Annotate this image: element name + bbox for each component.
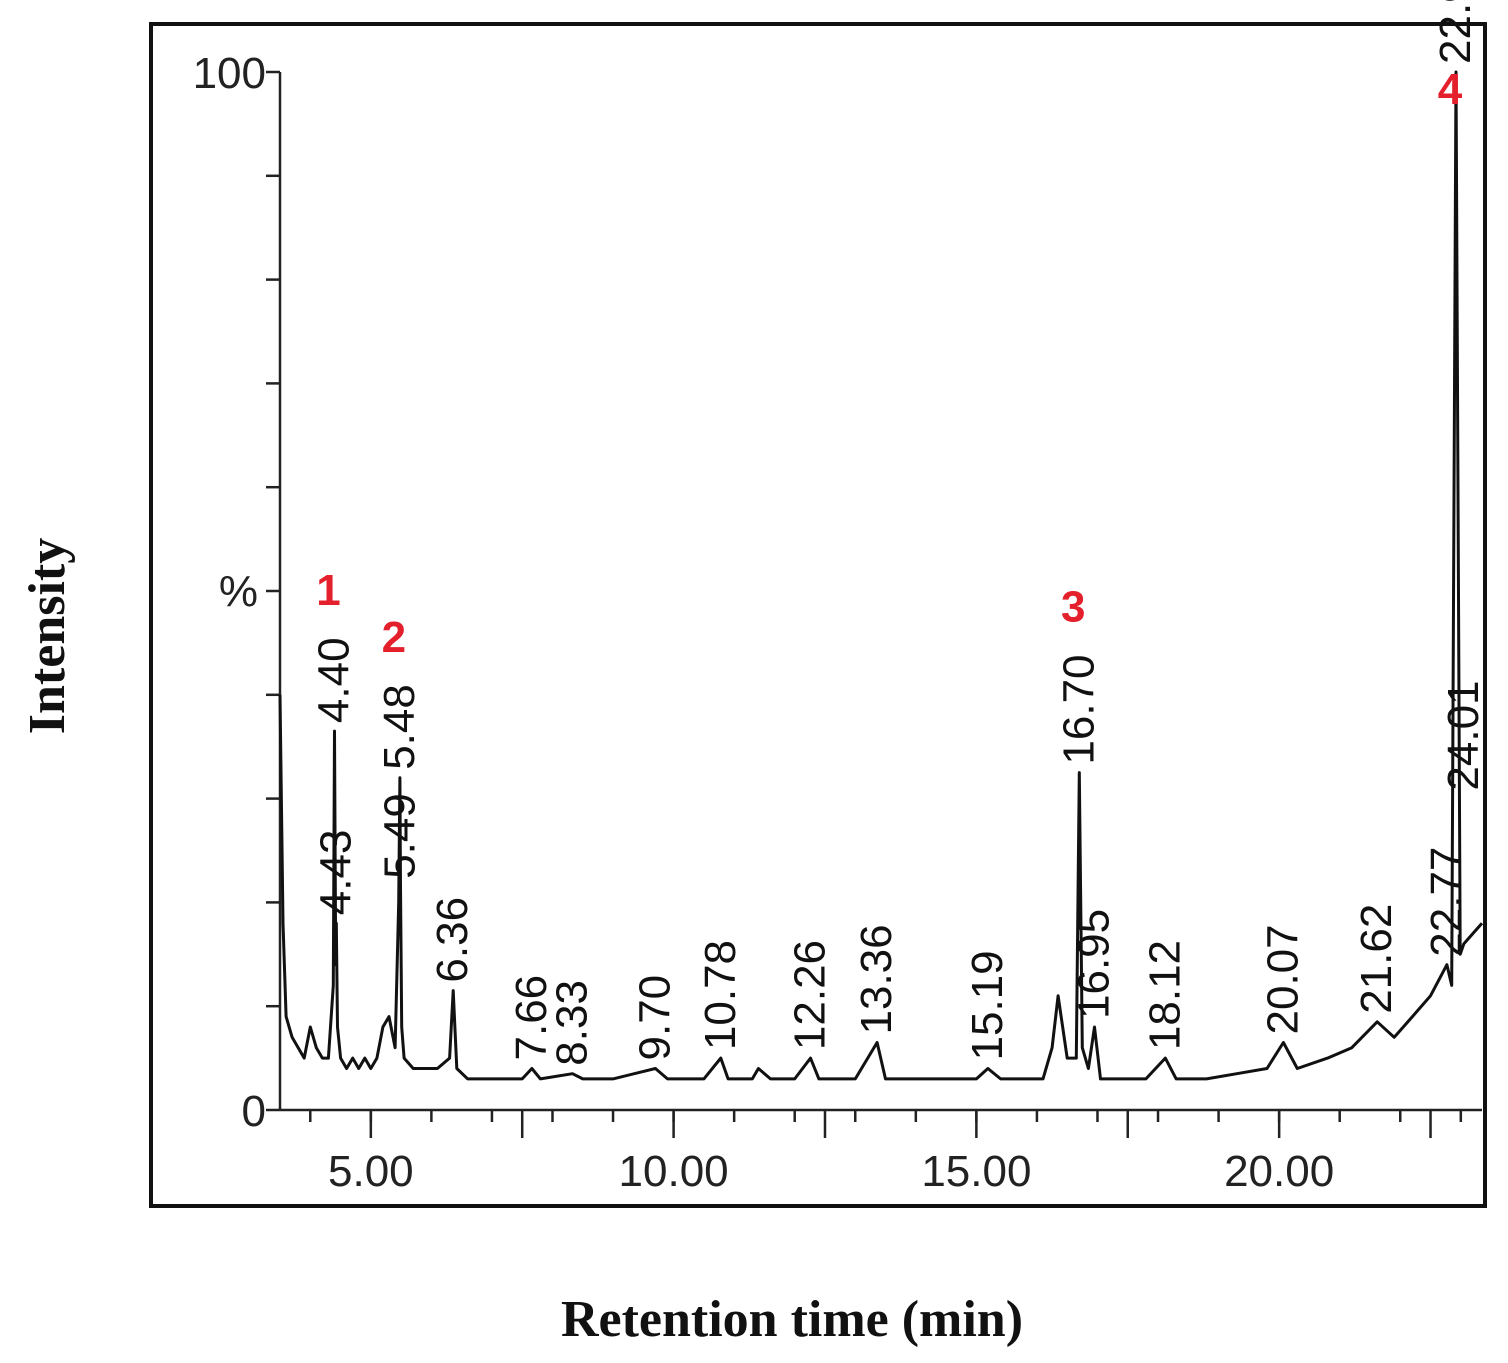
- peak-label: 7.66: [507, 975, 556, 1061]
- peak-number: 4: [1438, 65, 1463, 114]
- peak-label: 16.95: [1070, 909, 1119, 1019]
- y-axis-ticks: [266, 70, 280, 1112]
- peak-labels: 4.40 4.43 5.48 5.496.36 7.668.33 9.70 10.78 12.…: [310, 0, 1489, 1066]
- peak-label: 4.43: [311, 830, 360, 916]
- peak-label: 21.62: [1352, 904, 1401, 1014]
- x-axis-ticks: [309, 1110, 1463, 1138]
- plot-frame: [149, 22, 1487, 1208]
- peak-number: 2: [382, 613, 406, 662]
- peak-numbers: 12 3 4: [316, 65, 1463, 662]
- x-tick-label: 10.00: [619, 1147, 729, 1196]
- y-tick-label: 100: [193, 49, 266, 98]
- peak-label: 22.92: [1431, 0, 1480, 64]
- peak-label: 5.49: [376, 793, 425, 879]
- y-tick-labels: 0 100: [193, 49, 266, 1136]
- peak-label: 12.26: [786, 940, 835, 1050]
- x-tick-labels: 5.00 10.00 15.00 20.00: [328, 1147, 1334, 1196]
- peak-label: 22.77: [1422, 847, 1471, 957]
- x-tick-label: 20.00: [1224, 1147, 1334, 1196]
- x-tick-label: 5.00: [328, 1147, 414, 1196]
- peak-label: 18.12: [1140, 940, 1189, 1050]
- peak-label: 20.07: [1258, 924, 1307, 1034]
- peak-label: 10.78: [696, 940, 745, 1050]
- x-axis-title: Retention time (min): [561, 1291, 1023, 1348]
- chromatogram-trace: [278, 70, 1484, 1081]
- peak-number: 1: [316, 566, 340, 615]
- peak-label: 16.70: [1054, 654, 1103, 764]
- y-tick-label: 0: [242, 1087, 266, 1136]
- peak-label: 5.48: [375, 684, 424, 770]
- peak-label: 24.01: [1439, 680, 1488, 790]
- peak-label: 4.40: [310, 637, 359, 723]
- y-axis-title: Intensity: [19, 538, 76, 734]
- peak-label: 9.70: [630, 975, 679, 1061]
- peak-label: 8.33: [548, 980, 597, 1066]
- y-axis-percent-label: %: [219, 567, 258, 616]
- peak-number: 3: [1061, 583, 1085, 632]
- peak-label: 15.19: [963, 950, 1012, 1060]
- x-tick-label: 15.00: [921, 1147, 1031, 1196]
- peak-label: 13.36: [852, 924, 901, 1034]
- peak-label: 6.36: [428, 897, 477, 983]
